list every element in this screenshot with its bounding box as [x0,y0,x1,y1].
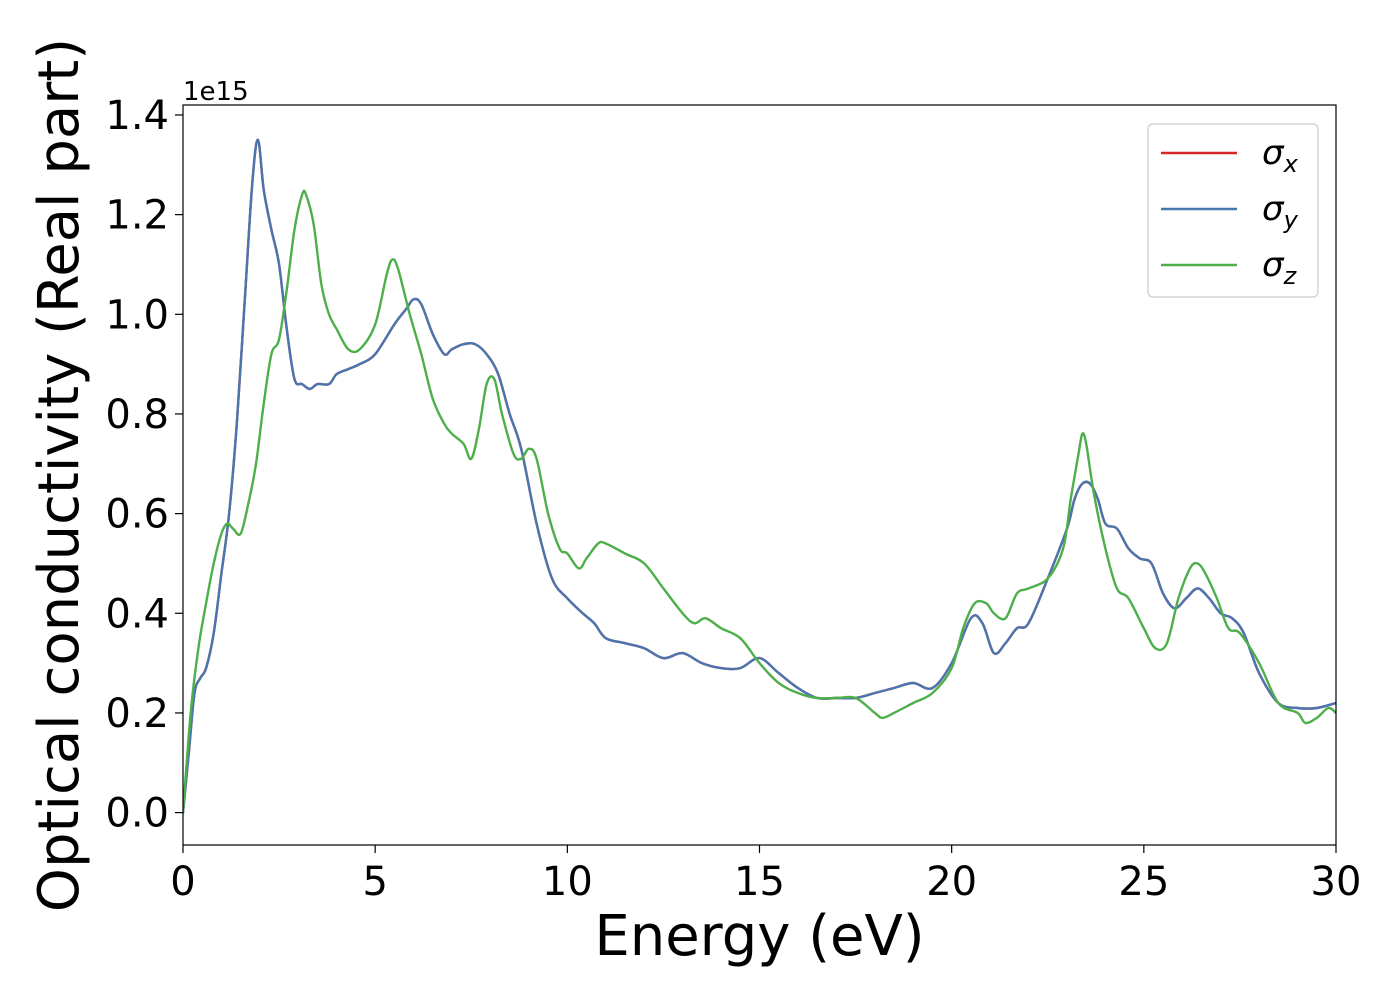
series-line-z [183,189,1336,814]
y-tick-label: 0.4 [105,591,169,637]
y-tick-label: 0.6 [105,492,169,538]
series-layer [183,138,1336,814]
x-tick-label: 25 [1118,859,1169,905]
x-tick-label: 10 [542,859,593,905]
y-axis-multiplier: 1e15 [183,77,249,107]
y-tick-label: 1.0 [105,292,169,338]
legend-item-x: σx [1161,133,1299,178]
y-axis: 0.0 0.2 0.4 0.6 0.8 1.0 1.2 1.4 [105,93,183,837]
y-tick-label: 1.2 [105,193,169,239]
x-tick-label: 5 [362,859,387,905]
legend-item-z: σz [1161,245,1298,290]
x-axis-label: Energy (eV) [594,904,924,969]
legend-frame [1147,123,1319,298]
legend-label: σz [1262,245,1298,290]
legend-label: σy [1262,189,1299,234]
x-tick-label: 0 [170,859,195,905]
y-tick-label: 0.0 [105,791,169,837]
legend-label: σx [1262,133,1299,178]
y-tick-label: 0.2 [105,691,169,737]
x-tick-label: 30 [1311,859,1362,905]
y-tick-label: 0.8 [105,392,169,438]
x-axis: 0 5 10 15 20 25 30 [170,845,1361,905]
series-line-y [183,138,1336,814]
y-axis-label: Optical conductivity (Real part) [27,38,92,912]
x-tick-label: 15 [734,859,785,905]
legend: σx σy σz [1147,123,1319,298]
legend-item-y: σy [1161,189,1299,234]
y-tick-label: 1.4 [105,93,169,139]
x-tick-label: 20 [926,859,977,905]
